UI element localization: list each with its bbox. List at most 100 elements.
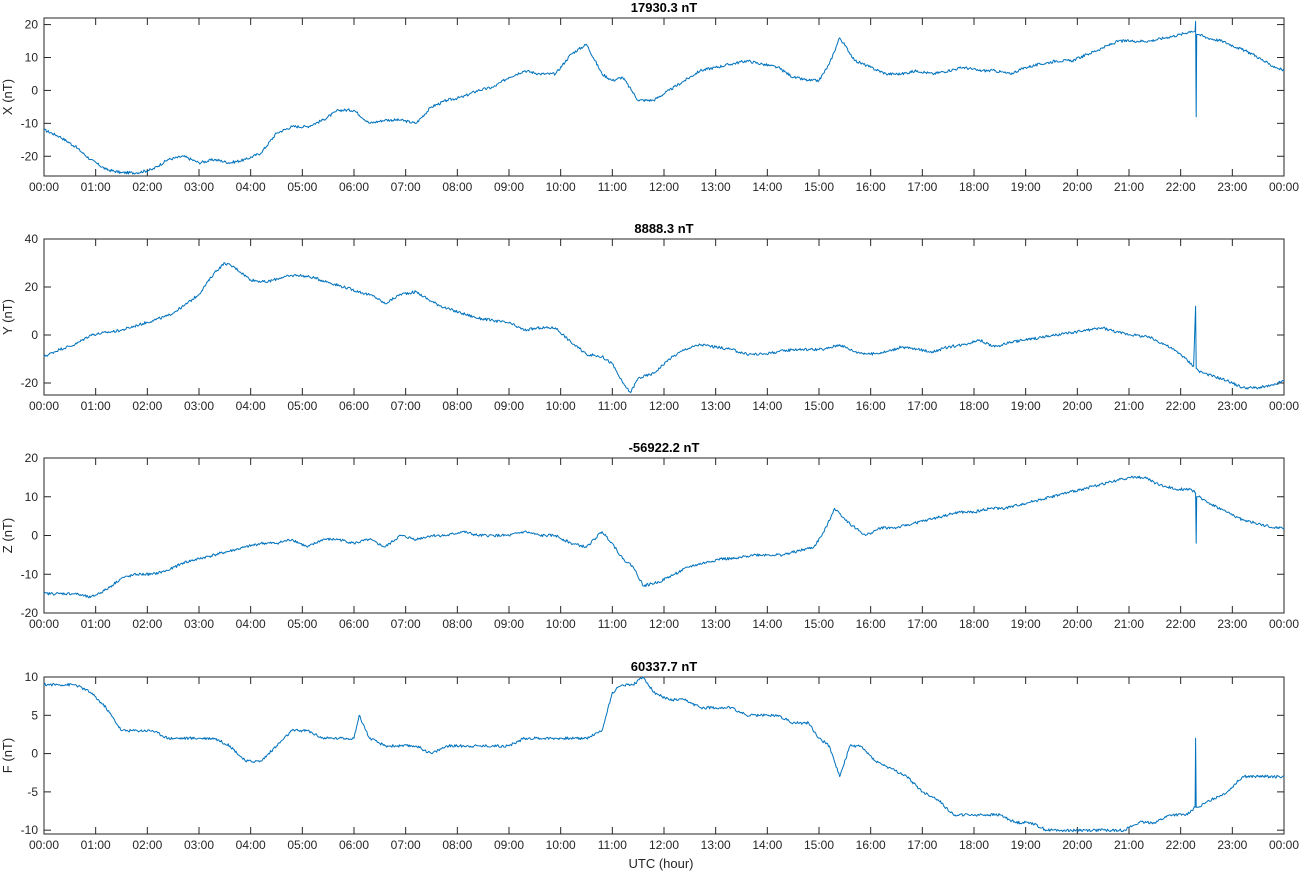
x-tick-label: 17:00 xyxy=(907,180,937,194)
axes-box xyxy=(43,17,1285,177)
x-tick-label: 10:00 xyxy=(546,180,576,194)
data-line xyxy=(43,20,1285,175)
x-tick-label: 03:00 xyxy=(184,617,214,631)
x-tick-label: 00:00 xyxy=(1269,399,1299,413)
x-tick-label: 08:00 xyxy=(442,180,472,194)
x-tick-label: 00:00 xyxy=(1269,617,1299,631)
x-tick-label: 06:00 xyxy=(339,399,369,413)
x-tick-label: 18:00 xyxy=(959,838,989,852)
x-tick-label: 14:00 xyxy=(752,399,782,413)
x-tick-label: 06:00 xyxy=(339,617,369,631)
y-tick-label: 0 xyxy=(31,529,38,543)
x-tick-label: 11:00 xyxy=(598,180,627,194)
x-tick-label: 06:00 xyxy=(339,180,369,194)
y-axis-label: Y (nT) xyxy=(0,299,15,335)
axes-box xyxy=(43,676,1285,835)
x-tick-label: 15:00 xyxy=(804,838,834,852)
y-tick-label: 20 xyxy=(25,451,39,465)
x-tick-label: 13:00 xyxy=(701,838,731,852)
x-tick-label: 13:00 xyxy=(701,180,731,194)
x-tick-label: 16:00 xyxy=(856,838,886,852)
x-tick-label: 17:00 xyxy=(907,399,937,413)
x-tick-label: 02:00 xyxy=(132,617,162,631)
axes-box xyxy=(43,457,1285,614)
x-tick-label: 05:00 xyxy=(287,399,317,413)
x-tick-label: 14:00 xyxy=(752,838,782,852)
x-tick-label: 07:00 xyxy=(391,838,421,852)
x-tick-label: 03:00 xyxy=(184,838,214,852)
data-line xyxy=(43,262,1285,394)
x-tick-label: 08:00 xyxy=(442,617,472,631)
y-tick-label: -20 xyxy=(21,376,39,390)
x-tick-label: 22:00 xyxy=(1166,617,1196,631)
x-tick-label: 12:00 xyxy=(649,180,679,194)
x-tick-label: 20:00 xyxy=(1062,399,1092,413)
y-tick-label: 0 xyxy=(31,328,38,342)
x-tick-label: 19:00 xyxy=(1011,617,1041,631)
x-tick-label: 00:00 xyxy=(1269,838,1299,852)
x-tick-label: 01:00 xyxy=(81,617,111,631)
x-tick-label: 07:00 xyxy=(391,180,421,194)
panel-title: -56922.2 nT xyxy=(629,440,700,455)
x-tick-label: 20:00 xyxy=(1062,617,1092,631)
x-tick-label: 14:00 xyxy=(752,180,782,194)
y-tick-label: -20 xyxy=(21,149,39,163)
x-tick-label: 07:00 xyxy=(391,617,421,631)
x-tick-label: 19:00 xyxy=(1011,180,1041,194)
chart-panel-1: 17930.3 nT X (nT) 00:00 01:00 02:00 03:00 04:0… xyxy=(0,0,1299,194)
x-tick-label: 12:00 xyxy=(649,838,679,852)
x-tick-label: 05:00 xyxy=(287,180,317,194)
x-tick-label: 20:00 xyxy=(1062,180,1092,194)
x-tick-label: 13:00 xyxy=(701,617,731,631)
x-tick-label: 03:00 xyxy=(184,180,214,194)
x-tick-label: 09:00 xyxy=(494,617,524,631)
y-tick-label: 10 xyxy=(25,670,39,684)
x-axis-label: UTC (hour) xyxy=(628,856,693,871)
y-tick-label: 10 xyxy=(25,51,39,65)
x-tick-label: 16:00 xyxy=(856,617,886,631)
y-tick-label: 20 xyxy=(25,280,39,294)
data-line xyxy=(43,676,1285,833)
x-tick-label: 00:00 xyxy=(29,180,59,194)
panel-title: 17930.3 nT xyxy=(631,0,698,15)
y-tick-label: -20 xyxy=(21,606,39,620)
y-axis-label: F (nT) xyxy=(0,738,15,773)
y-tick-label: -10 xyxy=(21,567,39,581)
x-tick-label: 21:00 xyxy=(1114,838,1144,852)
x-tick-label: 00:00 xyxy=(29,617,59,631)
x-tick-label: 10:00 xyxy=(546,399,576,413)
x-tick-label: 23:00 xyxy=(1217,838,1247,852)
data-line xyxy=(43,475,1285,599)
x-tick-label: 11:00 xyxy=(598,399,627,413)
x-tick-label: 18:00 xyxy=(959,617,989,631)
x-tick-label: 12:00 xyxy=(649,399,679,413)
x-tick-label: 09:00 xyxy=(494,399,524,413)
y-tick-label: -10 xyxy=(21,823,39,837)
x-tick-label: 09:00 xyxy=(494,180,524,194)
chart-panel-4: 60337.7 nT F (nT) 00:00 01:00 02:00 03:00 04:0… xyxy=(0,659,1299,852)
x-tick-label: 19:00 xyxy=(1011,838,1041,852)
y-tick-label: 5 xyxy=(31,708,38,722)
x-tick-label: 23:00 xyxy=(1217,399,1247,413)
x-tick-label: 23:00 xyxy=(1217,617,1247,631)
x-tick-label: 04:00 xyxy=(236,838,266,852)
x-tick-label: 13:00 xyxy=(701,399,731,413)
y-tick-label: -10 xyxy=(21,116,39,130)
x-tick-label: 00:00 xyxy=(29,399,59,413)
panel-title: 8888.3 nT xyxy=(634,221,693,236)
chart-panels: 17930.3 nT X (nT) 00:00 01:00 02:00 03:00 04:0… xyxy=(0,0,1299,852)
chart-panel-3: -56922.2 nT Z (nT) 00:00 01:00 02:00 03:00 04:… xyxy=(0,440,1299,631)
y-axis-label: Z (nT) xyxy=(0,518,15,553)
x-tick-label: 04:00 xyxy=(236,399,266,413)
x-tick-label: 08:00 xyxy=(442,838,472,852)
x-tick-label: 15:00 xyxy=(804,180,834,194)
x-tick-label: 10:00 xyxy=(546,838,576,852)
x-tick-label: 03:00 xyxy=(184,399,214,413)
x-tick-label: 04:00 xyxy=(236,617,266,631)
x-tick-label: 16:00 xyxy=(856,399,886,413)
x-tick-label: 12:00 xyxy=(649,617,679,631)
x-tick-label: 18:00 xyxy=(959,399,989,413)
y-tick-label: 10 xyxy=(25,490,39,504)
x-tick-label: 11:00 xyxy=(598,838,627,852)
x-tick-label: 10:00 xyxy=(546,617,576,631)
